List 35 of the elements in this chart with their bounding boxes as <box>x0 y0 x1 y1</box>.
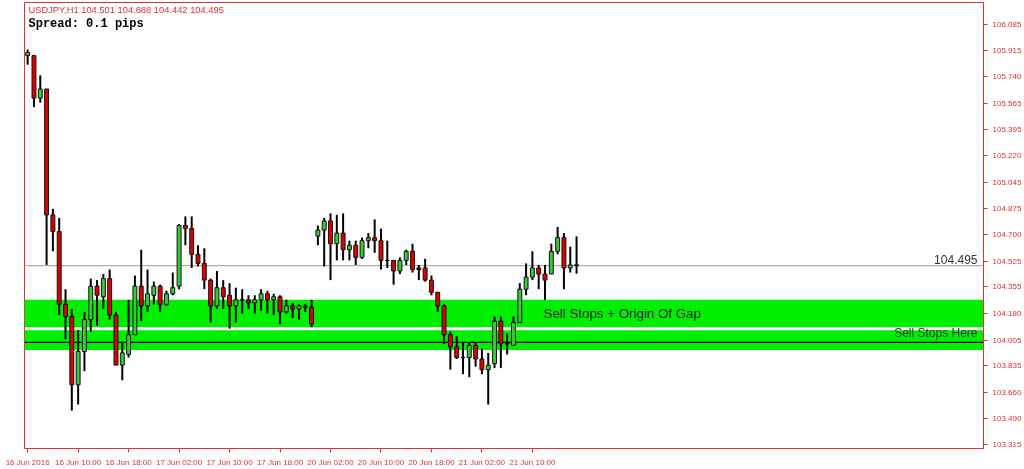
annotation: Spread: 0.1 pips <box>28 16 144 31</box>
chart-title: USDJPY,H1 104.501 104.688 104.442 104.495 <box>28 4 224 15</box>
x-tick-label: 16 Jun 2016 <box>5 457 51 467</box>
y-tick-label: 104.355 <box>992 282 1022 292</box>
y-tick-label: 104.875 <box>992 203 1022 213</box>
y-tick-label: 105.915 <box>992 45 1022 55</box>
candlestick <box>315 224 321 247</box>
x-tick-label: 17 Jun 10:00 <box>206 457 254 467</box>
ref-line-label: Sell Stops Here <box>894 326 978 341</box>
x-tick-label: 21 Jun 02:00 <box>458 457 506 467</box>
band-label: Sell Stops + Origin Of Gap <box>543 305 701 321</box>
x-tick-label: 20 Jun 18:00 <box>408 457 456 467</box>
x-tick-label: 16 Jun 18:00 <box>105 457 153 467</box>
y-tick-label: 105.565 <box>992 98 1022 108</box>
x-tick-label: 20 Jun 10:00 <box>357 457 405 467</box>
x-tick-label: 20 Jun 02:00 <box>307 457 355 467</box>
y-tick-label: 105.395 <box>992 124 1022 134</box>
y-tick-label: 104.700 <box>992 230 1022 240</box>
y-tick-label: 104.005 <box>992 335 1022 345</box>
y-tick-label: 104.180 <box>992 308 1022 318</box>
x-tick-label: 17 Jun 02:00 <box>155 457 203 467</box>
y-tick-label: 104.525 <box>992 256 1022 266</box>
y-tick-label: 105.740 <box>992 72 1022 82</box>
y-tick-label: 103.660 <box>992 387 1022 397</box>
x-tick-label: 17 Jun 18:00 <box>256 457 304 467</box>
y-tick-label: 103.315 <box>992 440 1022 450</box>
x-tick-label: 16 Jun 10:00 <box>55 457 102 467</box>
candlestick <box>378 227 384 271</box>
ref-line-label: 104.495 <box>934 252 978 267</box>
y-tick-label: 105.045 <box>992 177 1022 187</box>
y-tick-label: 106.085 <box>992 20 1022 29</box>
y-tick-label: 103.835 <box>992 361 1022 371</box>
y-tick-label: 103.490 <box>992 413 1022 423</box>
y-tick-label: 105.220 <box>992 151 1022 161</box>
x-tick-label: 21 Jun 10:00 <box>509 457 557 467</box>
